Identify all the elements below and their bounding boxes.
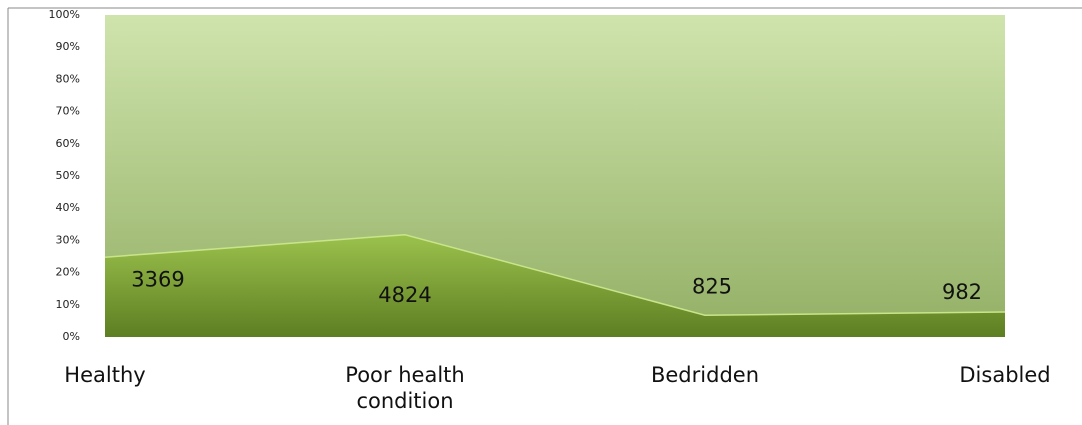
y-tick-label: 30% bbox=[56, 233, 80, 246]
y-tick-label: 100% bbox=[49, 8, 80, 21]
y-tick-label: 50% bbox=[56, 169, 80, 182]
x-tick-label: Bedridden bbox=[650, 363, 759, 387]
y-tick-label: 0% bbox=[63, 330, 80, 343]
area-series bbox=[105, 15, 1005, 315]
y-tick-label: 80% bbox=[56, 72, 80, 85]
y-tick-label: 70% bbox=[56, 105, 80, 118]
data-label: 982 bbox=[942, 280, 982, 304]
area-series bbox=[105, 233, 1005, 337]
data-label: 4824 bbox=[378, 283, 431, 307]
x-tick-label: Disabled bbox=[959, 363, 1051, 387]
y-tick-label: 90% bbox=[56, 40, 80, 53]
y-tick-label: 10% bbox=[56, 298, 80, 311]
x-tick-label: Poor health condition bbox=[345, 363, 465, 413]
data-label: 825 bbox=[692, 274, 732, 298]
x-tick-label: Healthy bbox=[64, 363, 146, 387]
data-label: 3369 bbox=[131, 267, 184, 291]
y-tick-label: 20% bbox=[56, 266, 80, 279]
y-tick-label: 40% bbox=[56, 201, 80, 214]
y-tick-label: 60% bbox=[56, 137, 80, 150]
